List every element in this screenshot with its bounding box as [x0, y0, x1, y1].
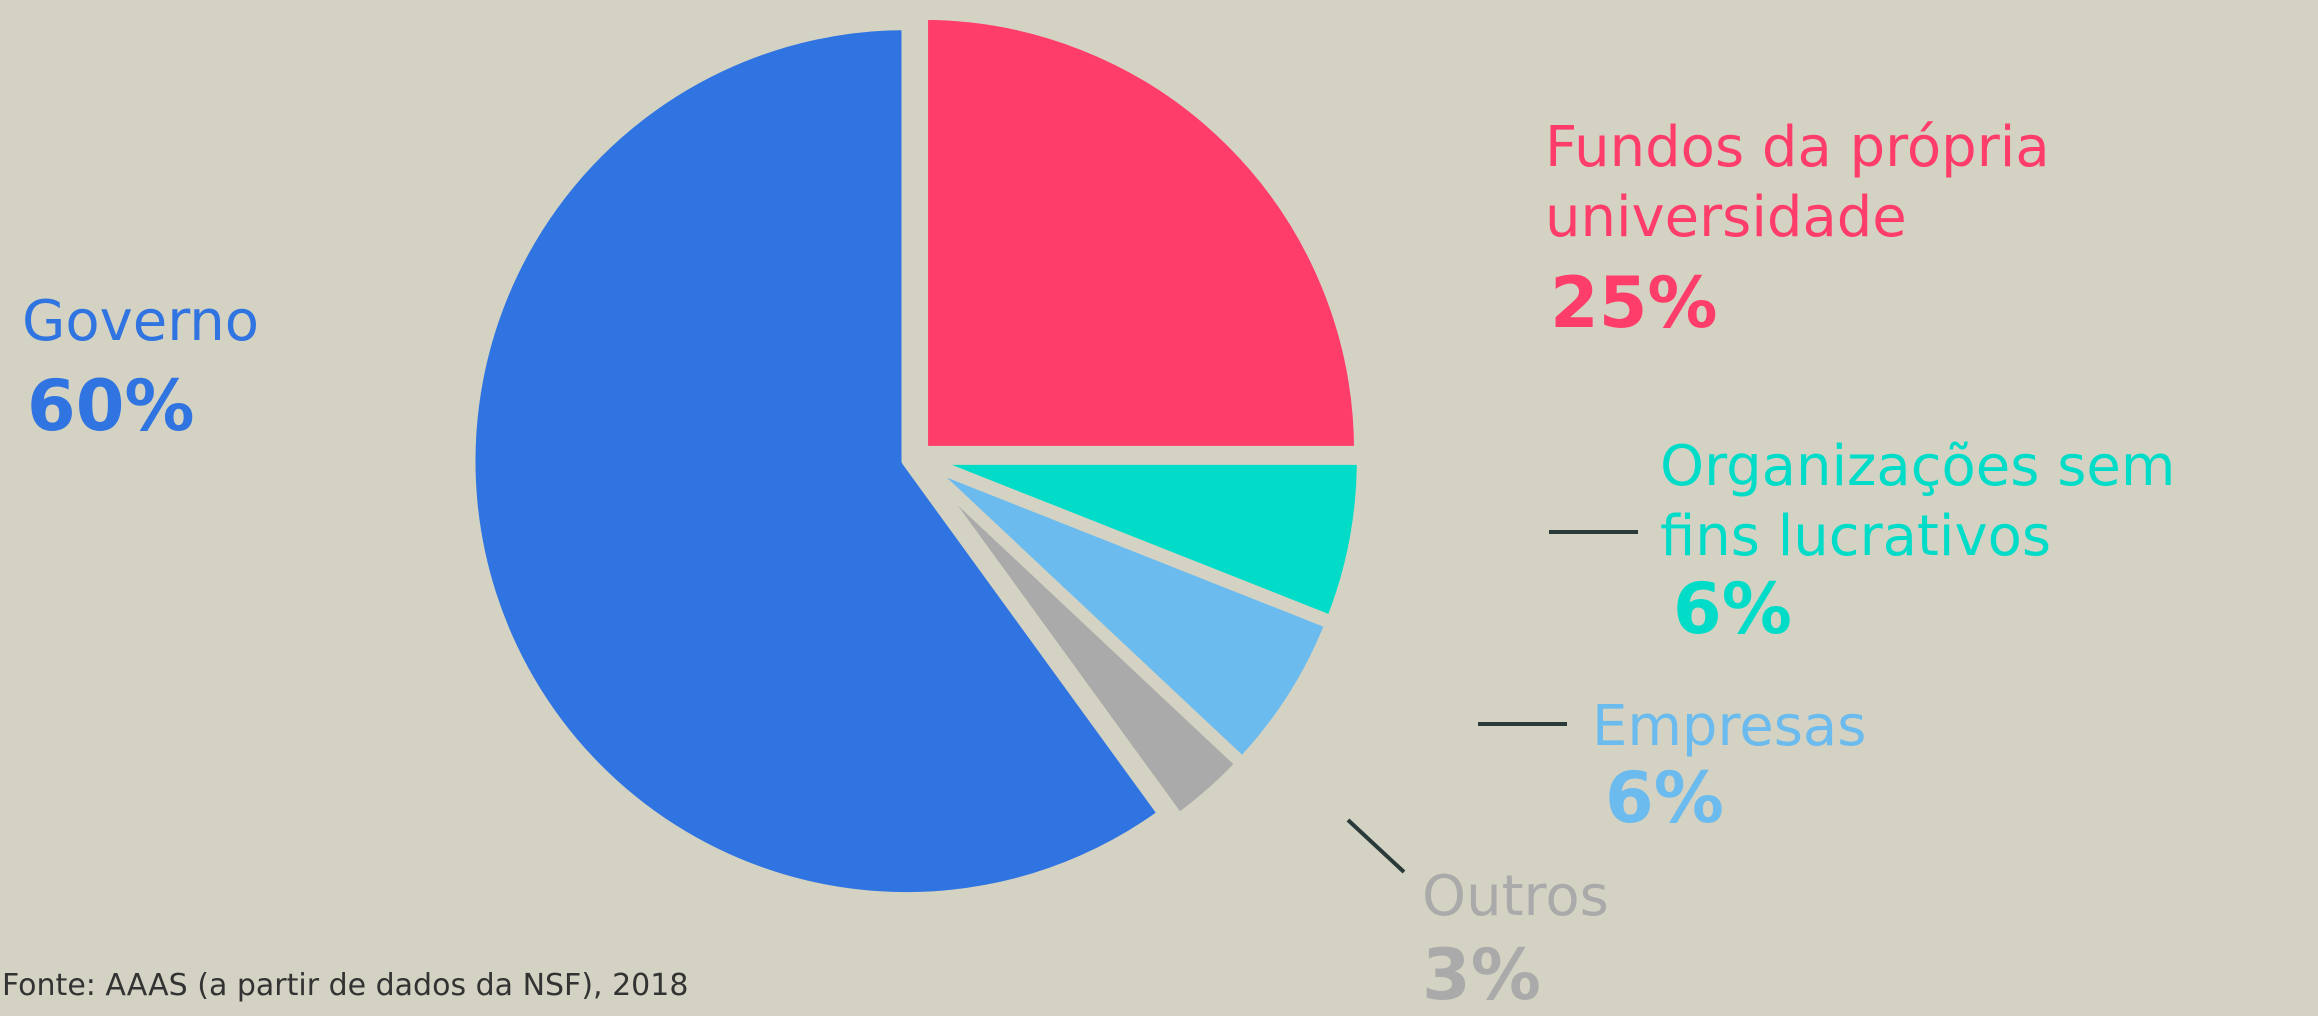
value-label: 6% [1605, 757, 1724, 839]
pie-slice [919, 458, 1335, 767]
slice-label: Empresas [1592, 694, 1867, 759]
pie-slice [918, 9, 1365, 456]
slice-label: Fundos da própria universidade [1545, 115, 2050, 250]
leader-line [1346, 818, 1406, 874]
slice-label: Organizações sem fins lucrativos [1660, 434, 2176, 569]
value-label: 6% [1673, 568, 1792, 650]
pie-slice [920, 454, 1367, 626]
pie-slice [917, 460, 1246, 824]
value-label: 3% [1422, 934, 1541, 1016]
slice-label: Governo [22, 289, 260, 354]
pie-slice [465, 20, 1168, 903]
value-label: 60% [27, 365, 195, 447]
source: Fonte: AAAS (a partir de dados da NSF), … [2, 968, 689, 1003]
slice-label: Outros [1422, 864, 1609, 929]
value-label: 25% [1550, 262, 1718, 344]
